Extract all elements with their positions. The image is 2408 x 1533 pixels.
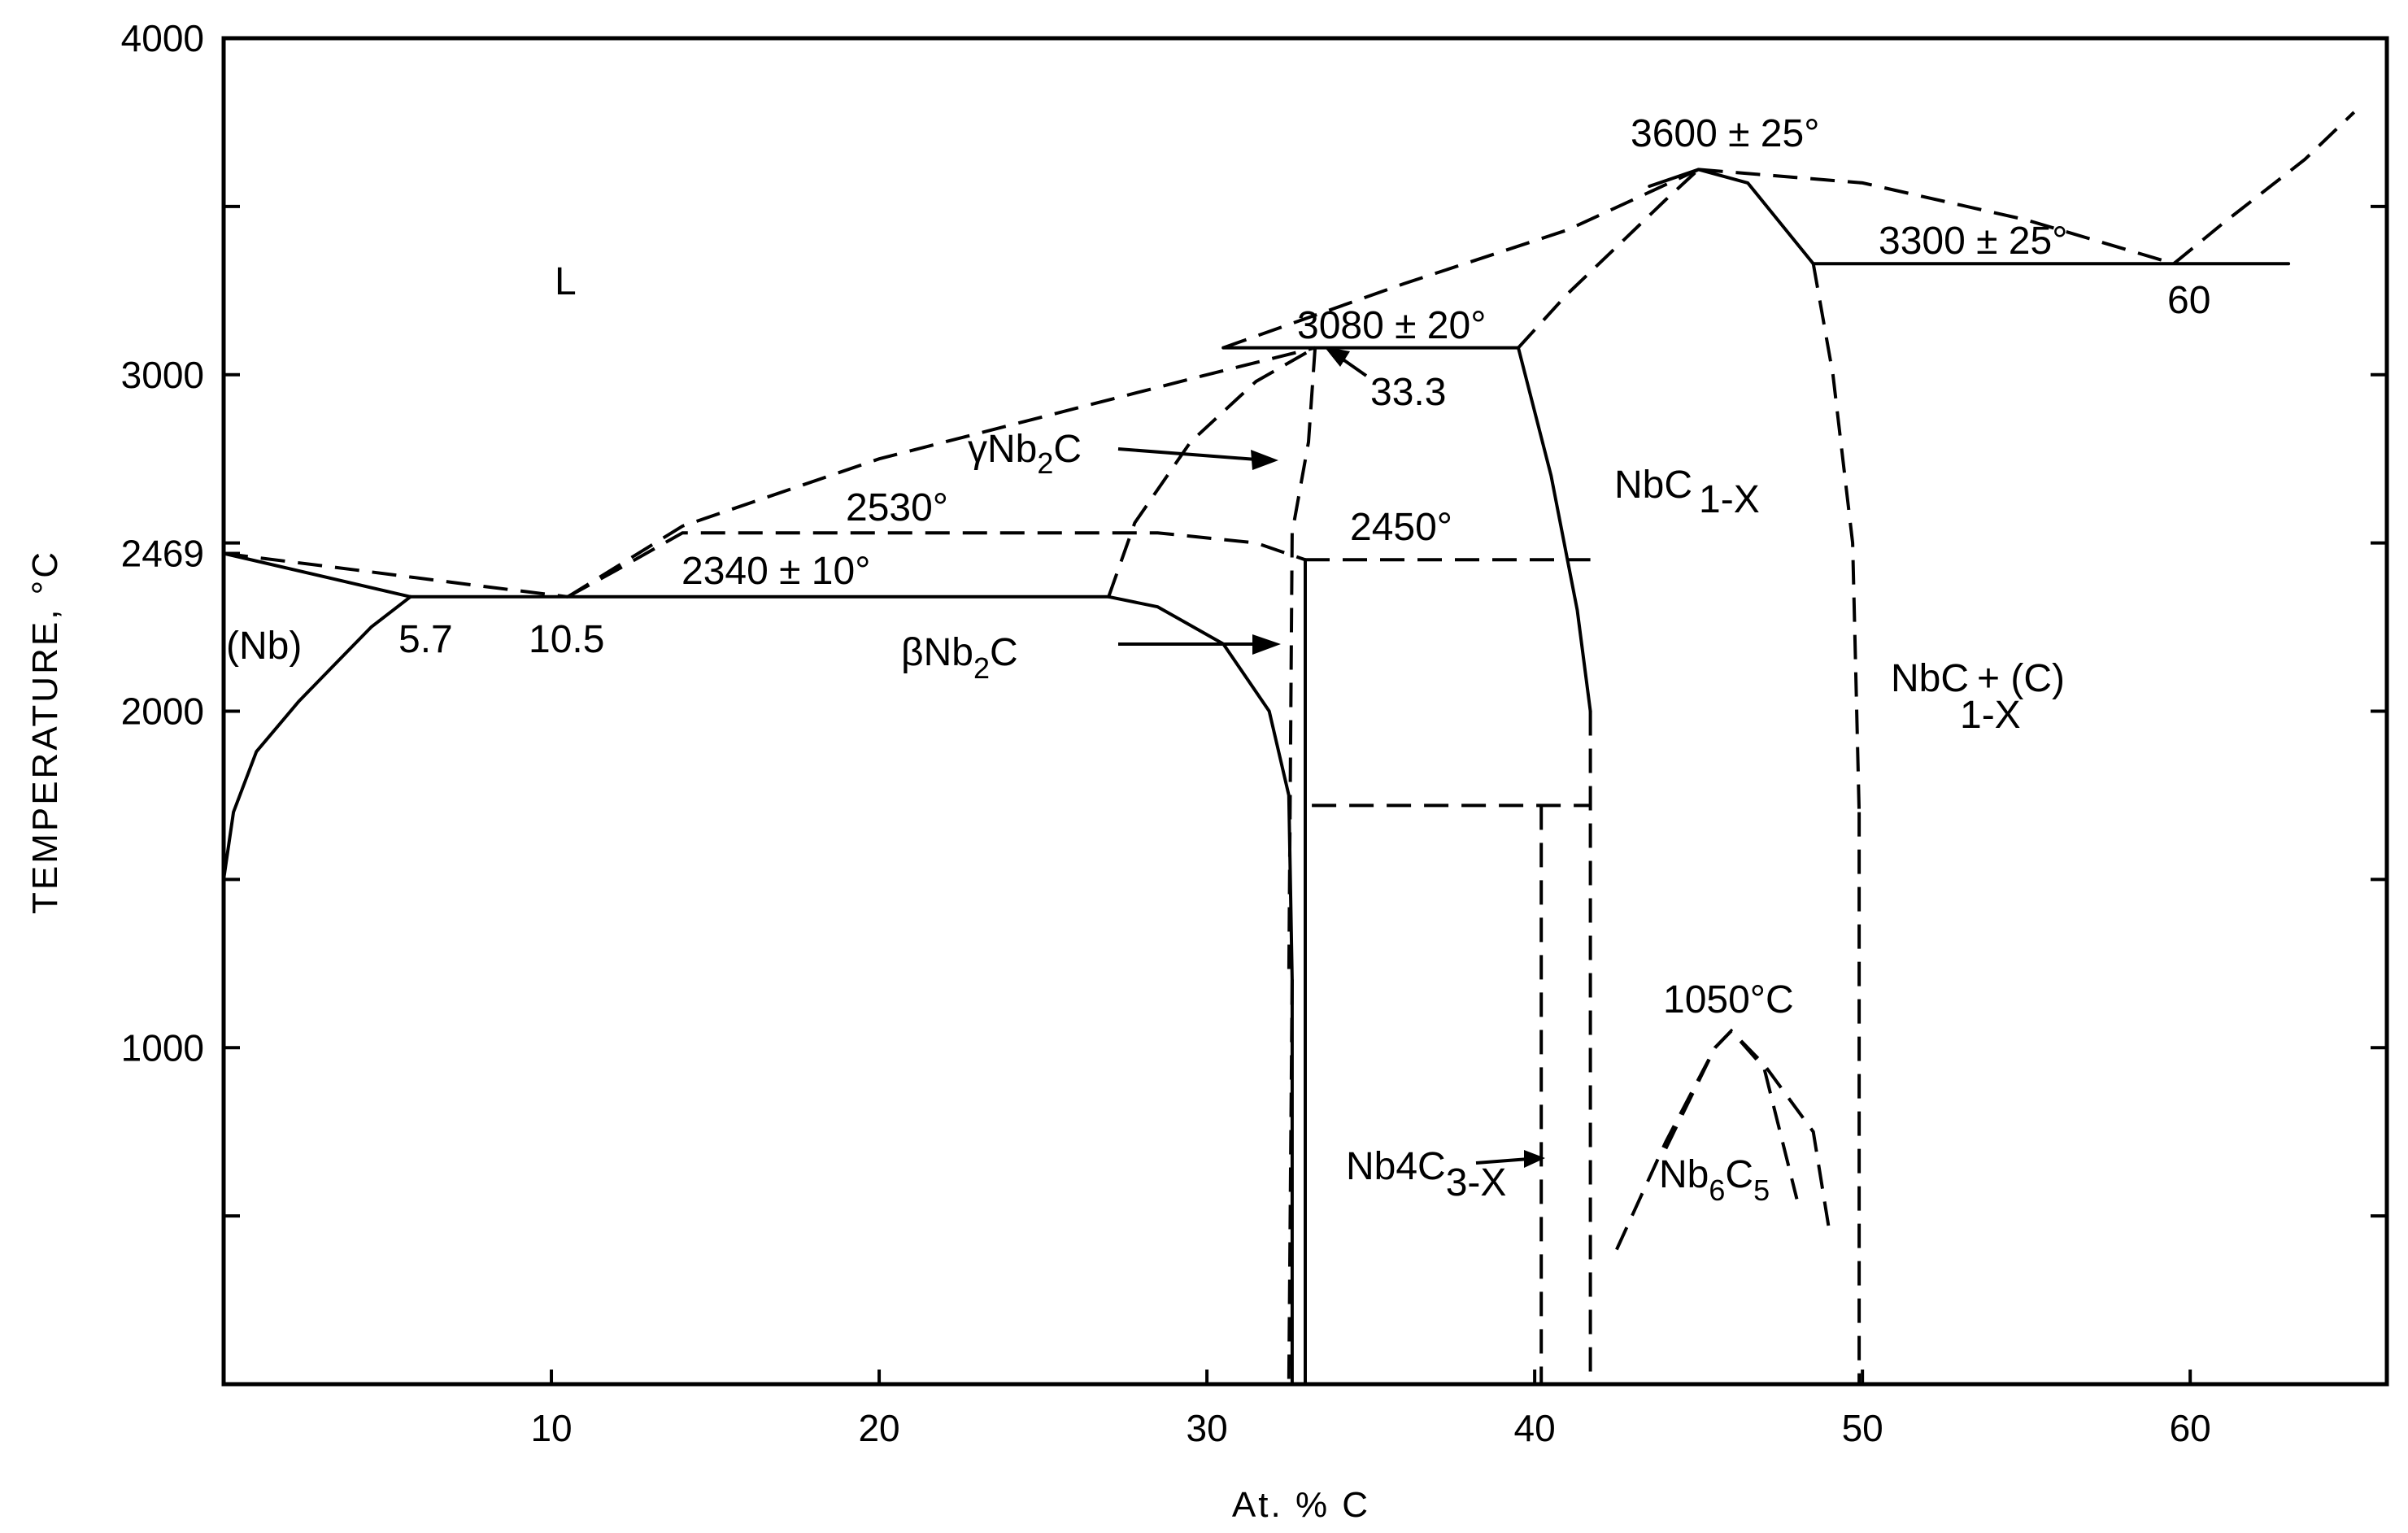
y-tick-label: 2469 (121, 532, 204, 574)
annotations: L (Nb) 5.7 10.5 2340 ± 10° 2530° 2450° 3… (226, 112, 2210, 1207)
x-tick-label: 60 (2170, 1407, 2211, 1449)
y-tick-label: 4000 (121, 17, 204, 59)
phase-boundary-dashed-19 (1517, 168, 1700, 349)
phase-boundary-dashed-8 (1287, 347, 1317, 981)
beta-sub: 2 (973, 651, 990, 685)
nbcc-main: NbC (1891, 657, 1969, 700)
label-nb-solid: (Nb) (226, 625, 302, 668)
axis-ticks (224, 37, 2387, 1384)
label-gamma-nb2c: γNb2C (968, 428, 1082, 480)
phase-boundary-solid-1 (222, 551, 412, 599)
arrow-gamma-line (1117, 447, 1257, 461)
nb6c5-a: Nb (1659, 1153, 1709, 1196)
label-3600: 3600 ± 25° (1631, 112, 1819, 155)
phase-boundary-dashed-27 (1664, 1028, 1831, 1234)
phase-boundaries (222, 111, 2356, 1386)
label-5-7: 5.7 (398, 618, 453, 661)
label-3300: 3300 ± 25° (1879, 220, 2067, 263)
phase-boundary-dashed-7 (1107, 346, 1317, 598)
phase-boundary-dashed-21 (1698, 168, 2175, 266)
phase-boundary-dashed-12 (567, 531, 1306, 599)
nb4c3-main: Nb4C (1346, 1145, 1446, 1188)
arrow-nb4c3-line (1475, 1157, 1530, 1165)
phase-boundary-dashed-4 (567, 346, 1316, 599)
x-tick-label: 50 (1842, 1407, 1883, 1449)
label-2530: 2530° (846, 486, 948, 529)
y-tick-label: 2000 (121, 690, 204, 733)
arrow-beta-head (1252, 634, 1281, 655)
label-33-3: 33.3 (1370, 371, 1446, 414)
gamma-main: γNb (968, 428, 1037, 471)
y-tick-label: 1000 (121, 1026, 204, 1069)
x-tick-label: 20 (858, 1407, 899, 1449)
label-nbc-1-x: NbC 1-X (1614, 464, 1760, 521)
label-2450: 2450° (1350, 506, 1452, 549)
label-nbc-1-x-plus-c: NbC + (C) (1891, 657, 2065, 700)
x-tick-label: 40 (1514, 1407, 1556, 1449)
x-tick-label: 10 (530, 1407, 572, 1449)
label-1050: 1050°C (1663, 978, 1794, 1021)
phase-boundary-dashed-23 (2172, 111, 2356, 265)
arrow-nb4c3-head (1524, 1150, 1545, 1168)
label-10-5: 10.5 (529, 618, 604, 661)
label-nbc-1-x-plus-c-sub: 1-X (1960, 694, 2021, 737)
label-beta-nb2c: βNb2C (901, 631, 1018, 685)
annotation-arrows (1117, 346, 1545, 1168)
beta-end: C (990, 631, 1018, 674)
x-axis-title: At. % C (1232, 1485, 1370, 1525)
nb6c5-d: 5 (1753, 1174, 1770, 1207)
arrow-33-3-head (1324, 346, 1350, 367)
phase-boundary-dashed-24 (1811, 263, 1862, 812)
phase-boundary-solid-2 (222, 594, 412, 882)
nbc-sub: 1-X (1699, 478, 1760, 521)
label-nb4c3-x: Nb4C3-X (1346, 1145, 1506, 1204)
label-60: 60 (2167, 279, 2210, 322)
gamma-end: C (1053, 428, 1082, 471)
x-tick-label: 30 (1187, 1407, 1228, 1449)
y-tick-label: 3000 (121, 354, 204, 396)
nb4c3-sub: 3-X (1446, 1161, 1507, 1204)
phase-boundary-dashed-6 (1222, 168, 1700, 350)
beta-main: βNb (901, 631, 973, 674)
label-liquid: L (555, 260, 577, 303)
phase-boundary-dashed-9 (1287, 980, 1294, 1385)
gamma-sub: 2 (1037, 446, 1053, 480)
phase-boundary-solid-15 (1517, 346, 1592, 713)
label-3080: 3080 ± 20° (1297, 304, 1486, 347)
nbcc-end: + (C) (1977, 657, 2065, 700)
nbc-main: NbC (1614, 464, 1692, 507)
label-nb6c5: Nb6C5 (1659, 1153, 1770, 1207)
nb6c5-b: 6 (1709, 1174, 1725, 1207)
axis-tick-labels: 10 20 30 40 50 60 1000 2000 2469 3000 4000 (121, 17, 2211, 1449)
nb6c5-c: C (1725, 1153, 1753, 1196)
phase-boundary-dashed-0 (223, 551, 568, 599)
phase-boundary-solid-10 (1107, 594, 1294, 982)
phase-boundary-solid-20 (1648, 168, 1815, 266)
y-axis-title: TEMPERATURE, °C (25, 550, 65, 914)
label-2340: 2340 ± 10° (681, 550, 870, 593)
arrow-gamma-head (1251, 450, 1278, 470)
